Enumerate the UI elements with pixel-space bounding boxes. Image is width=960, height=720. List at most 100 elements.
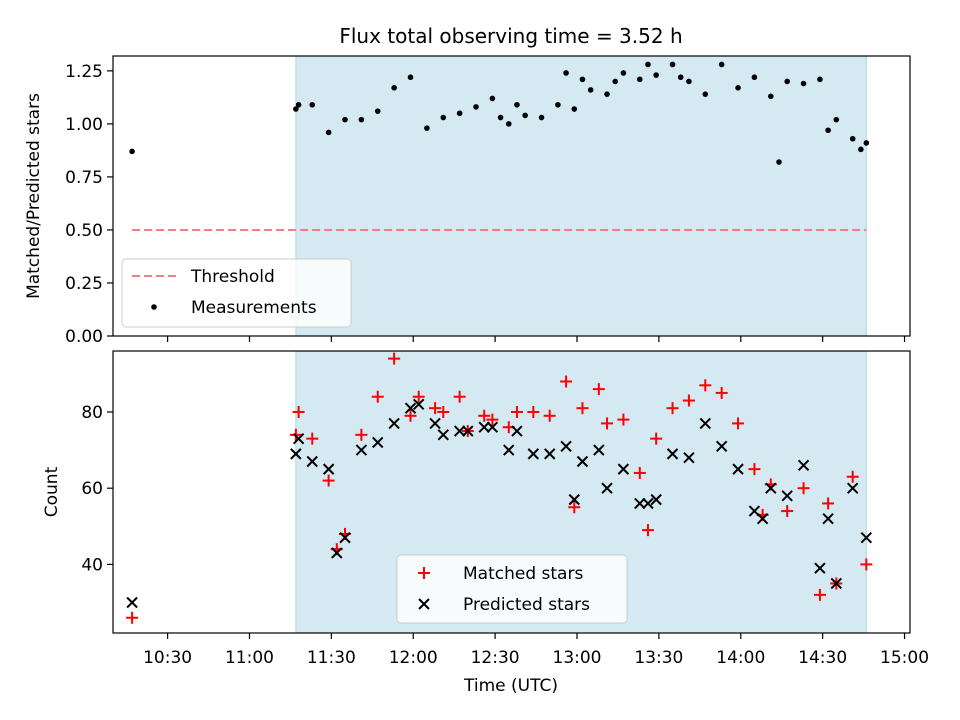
predicted-star-point [560, 440, 572, 452]
measurement-point [309, 101, 316, 108]
predicted-star-mark-b [576, 455, 589, 468]
predicted-star-mark-b [372, 436, 384, 449]
predicted-star-mark-b [683, 451, 695, 464]
predicted-star-mark-b [388, 417, 400, 430]
top-legend: Threshold Measurements [121, 258, 352, 328]
measurement-point [620, 70, 627, 76]
predicted-star-point [372, 436, 384, 449]
predicted-star-mark-b [860, 532, 873, 544]
matched-star-point [478, 409, 491, 422]
measurement-point [784, 78, 790, 85]
y-tick-label: 0.50 [65, 221, 103, 241]
predicted-star-mark-b [478, 421, 490, 433]
predicted-star-mark-b [511, 425, 523, 437]
matched-star-point [322, 474, 335, 487]
x-tick-label: 10:30 [143, 648, 192, 668]
predicted-star-mark-b [568, 493, 580, 506]
matched-star-point [568, 501, 581, 514]
predicted-star-point [339, 532, 351, 544]
chart-title: Flux total observing time = 3.52 h [339, 24, 682, 48]
matched-star-point [437, 405, 450, 418]
x-tick-label: 11:00 [225, 648, 274, 668]
predicted-star-mark-b [292, 432, 305, 445]
predicted-star-point [814, 562, 826, 574]
predicted-star-mark-b [560, 440, 572, 452]
predicted-star-point [822, 512, 834, 525]
measurement-point [686, 78, 692, 85]
legend-measurements-swatch [151, 304, 157, 310]
bottom-y-ticks: 40 60 80 [81, 403, 113, 575]
measurement-point [358, 116, 365, 123]
predicted-star-point [511, 425, 523, 437]
predicted-star-point [331, 547, 343, 559]
predicted-star-mark-b [503, 444, 515, 456]
matched-star-point [371, 390, 384, 403]
predicted-star-mark-b [765, 482, 777, 494]
predicted-star-mark-b [814, 562, 826, 574]
measurement-point [456, 110, 463, 117]
x-tick-label: 15:00 [880, 648, 929, 668]
measurement-point [718, 61, 725, 68]
legend-predicted-swatch [418, 598, 430, 610]
measurement-point [342, 116, 348, 123]
predicted-star-mark-b [322, 463, 335, 475]
matched-star-point [650, 432, 663, 445]
matched-star-point [633, 466, 646, 479]
top-plot-frame [112, 55, 911, 337]
measurement-point [522, 112, 528, 119]
measurement-point [129, 148, 135, 155]
predicted-star-point [453, 425, 466, 437]
measurement-point [293, 106, 299, 112]
predicted-star-point [404, 402, 417, 414]
matched-star-point [748, 463, 761, 476]
predicted-star-point [756, 512, 769, 525]
predicted-star-mark-b [355, 444, 368, 456]
predicted-star-mark-b [331, 547, 343, 559]
y-tick-label: 1.00 [65, 115, 103, 135]
y-tick-label: 60 [81, 479, 103, 499]
bottom-plot-frame [112, 350, 911, 634]
predicted-star-point [355, 444, 368, 456]
matched-star-point [732, 417, 745, 430]
top-panel: 0.00 0.25 0.50 0.75 1.00 1.25 Matched/Predict… [24, 55, 911, 347]
y-tick-label: 1.25 [65, 62, 103, 82]
predicted-star-point [544, 448, 556, 460]
measurement-point [587, 87, 594, 93]
predicted-star-point [486, 421, 499, 433]
predicted-star-point [593, 444, 605, 456]
legend-matched-label: Matched stars [463, 564, 583, 584]
predicted-star-mark-b [634, 497, 646, 510]
measurement-point [505, 121, 512, 127]
measurement-point [825, 127, 831, 134]
matched-star-point [617, 413, 630, 426]
matched-star-point [682, 394, 695, 407]
predicted-star-mark-b [453, 425, 466, 437]
predicted-star-mark-b [412, 398, 425, 411]
measurement-point [374, 108, 381, 114]
legend-predicted-label: Predicted stars [463, 595, 590, 615]
predicted-star-point [290, 448, 302, 460]
predicted-star-mark-b [797, 459, 810, 472]
measurement-point [677, 74, 684, 81]
measurement-point [563, 70, 569, 76]
predicted-star-point [322, 463, 335, 475]
predicted-star-mark-b [429, 417, 441, 430]
y-tick-label: 0.25 [65, 274, 103, 294]
measurement-point [295, 101, 302, 108]
predicted-star-mark-b [486, 421, 499, 433]
measurement-point [325, 129, 332, 136]
measurement-point [645, 61, 651, 68]
measurement-point [514, 101, 520, 108]
predicted-star-mark-b [544, 448, 556, 460]
y-tick-label: 0.00 [65, 327, 103, 347]
measurement-point [555, 101, 561, 108]
predicted-star-point [765, 482, 777, 494]
measurement-point [497, 114, 504, 121]
matched-star-point [126, 611, 139, 624]
predicted-star-mark-b [822, 512, 834, 525]
measurement-point [391, 85, 397, 91]
x-tick-label: 13:30 [634, 648, 683, 668]
predicted-star-point [634, 497, 646, 510]
measurement-point [440, 114, 447, 121]
matched-star-point [486, 413, 499, 426]
